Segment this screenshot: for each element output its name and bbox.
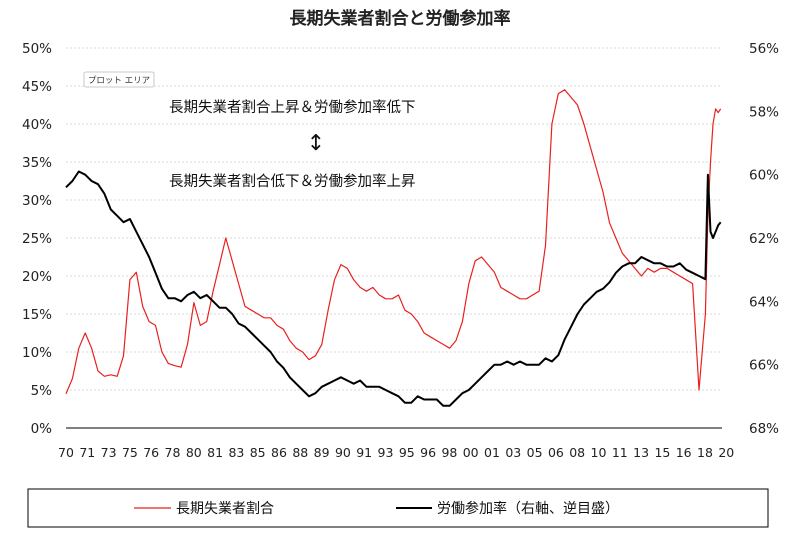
right-tick-label: 68% [749,421,779,437]
x-tick-label: 81 [207,445,223,460]
left-tick-label: 5% [31,383,53,399]
plot-area-tag-label: プロット エリア [88,76,150,86]
x-tick-label: 08 [569,445,585,460]
x-tick-label: 85 [250,445,266,460]
x-tick-label: 05 [527,445,543,460]
x-tick-label: 90 [335,445,351,460]
right-tick-label: 56% [749,41,779,57]
left-tick-label: 15% [22,307,52,323]
legend-label-unemployment: 長期失業者割合 [176,500,274,517]
x-tick-label: 03 [505,445,521,460]
series-layer [65,89,722,407]
x-tick-label: 06 [548,445,564,460]
legend-box [27,488,769,528]
x-tick-label: 73 [101,445,117,460]
right-tick-label: 62% [749,231,779,247]
x-tick-label: 98 [441,445,457,460]
x-tick-label: 80 [186,445,202,460]
left-tick-label: 20% [22,269,52,285]
x-tick-label: 15 [654,445,670,460]
annotation-arrow: ↕ [307,131,325,156]
plot-area-tag[interactable]: プロット エリア [83,71,155,88]
x-tick-label: 91 [356,445,372,460]
left-tick-label: 25% [22,231,52,247]
left-tick-label: 50% [22,41,52,57]
annotation-upper: 長期失業者割合上昇＆労働参加率低下 [169,99,416,116]
x-tick-label: 70 [58,445,74,460]
left-tick-label: 0% [31,421,53,437]
x-tick-label: 89 [314,445,330,460]
x-tick-label: 75 [122,445,138,460]
legend: 長期失業者割合 労働参加率（右軸、逆目盛） [27,488,769,528]
left-tick-label: 10% [22,345,52,361]
plot-area-tag-box [83,71,155,88]
left-tick-label: 30% [22,193,52,209]
x-tick-label: 88 [292,445,308,460]
chart-title: 長期失業者割合と労働参加率 [290,8,511,29]
x-tick-label: 83 [228,445,244,460]
left-tick-label: 40% [22,117,52,133]
x-tick-label: 93 [378,445,394,460]
x-tick-label: 78 [165,445,181,460]
x-tick-label: 95 [399,445,415,460]
right-tick-label: 64% [749,294,779,310]
x-tick-label: 13 [633,445,649,460]
x-tick-label: 11 [612,445,628,460]
series-line-unemployment [65,89,722,395]
grid-layer [66,47,722,391]
x-axis: 70 71 73 75 76 78 80 81 83 85 86 88 89 90 91 93 95 96 98 00… [58,427,734,460]
x-tick-label: 10 [591,445,607,460]
legend-label-participation: 労働参加率（右軸、逆目盛） [437,500,619,517]
x-tick-label: 00 [463,445,479,460]
left-axis: 50% 45% 40% 35% 30% 25% 20% 15% 10% 5% 0% [22,41,52,437]
x-tick-label: 76 [143,445,159,460]
left-tick-label: 45% [22,79,52,95]
left-tick-label: 35% [22,155,52,171]
annotation-lower: 長期失業者割合低下＆労働参加率上昇 [169,173,416,190]
x-tick-label: 20 [718,445,734,460]
x-tick-label: 96 [420,445,436,460]
x-tick-label: 16 [676,445,692,460]
series-line-participation [65,170,722,407]
x-tick-label: 86 [271,445,287,460]
x-tick-label: 18 [697,445,713,460]
x-tick-label: 71 [79,445,95,460]
right-tick-label: 60% [749,168,779,184]
right-tick-label: 58% [749,104,779,120]
x-tick-label: 01 [484,445,500,460]
right-tick-label: 66% [749,358,779,374]
right-axis: 56% 58% 60% 62% 64% 66% 68% [749,41,779,437]
